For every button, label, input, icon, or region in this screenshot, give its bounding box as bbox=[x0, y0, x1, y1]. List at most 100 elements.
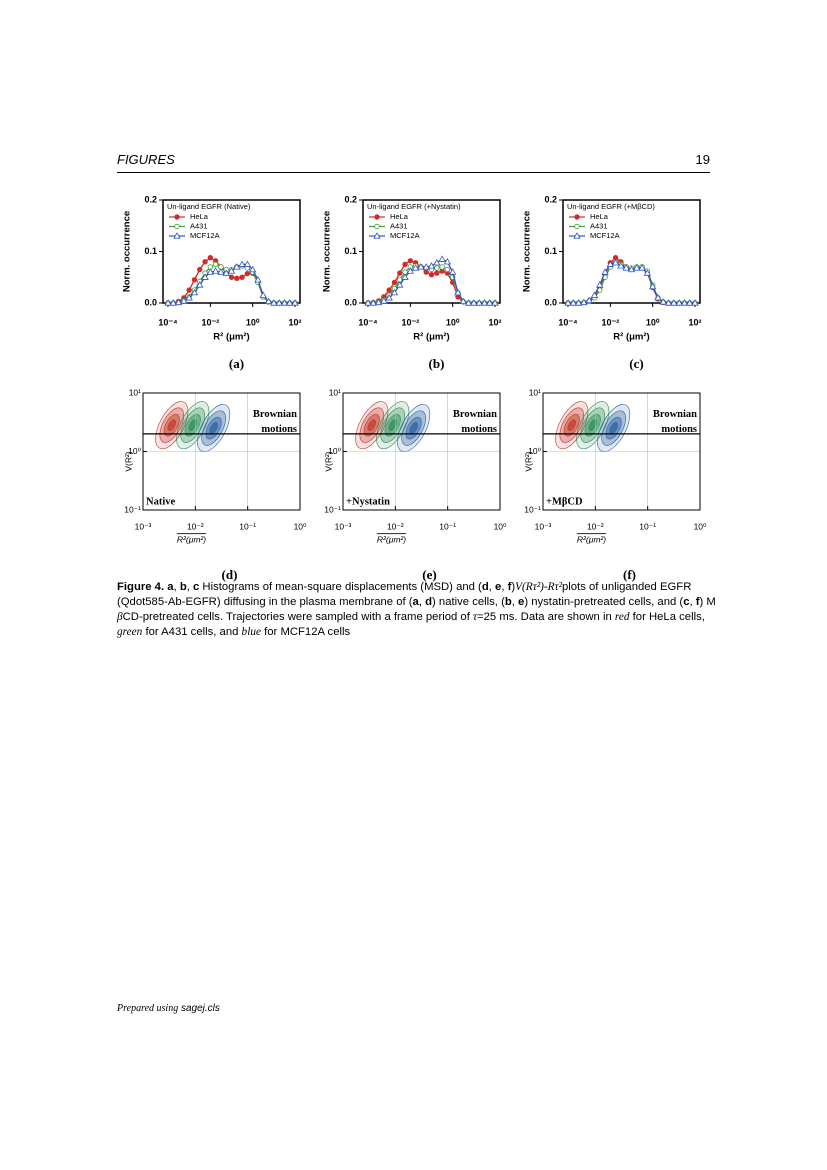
data-marker bbox=[174, 223, 180, 230]
caption-text: c bbox=[193, 581, 200, 593]
legend-title: Un-ligand EGFR (Native) bbox=[167, 202, 251, 211]
y-tick-label: 0.2 bbox=[544, 194, 557, 204]
footer-file: sagej.cls bbox=[180, 1003, 220, 1014]
data-marker bbox=[196, 281, 204, 288]
data-marker bbox=[573, 232, 581, 239]
plot-frame bbox=[142, 392, 301, 511]
y-tick-label: 10⁰ bbox=[128, 446, 141, 456]
caption-text: f bbox=[695, 596, 700, 608]
data-marker bbox=[373, 232, 381, 239]
data-marker bbox=[459, 297, 467, 305]
data-marker bbox=[185, 294, 193, 301]
data-marker bbox=[385, 294, 393, 301]
data-marker bbox=[680, 299, 689, 306]
data-marker bbox=[470, 299, 478, 306]
data-marker bbox=[191, 277, 198, 283]
x-axis-label: R² (μm²) bbox=[413, 332, 449, 343]
y-tick-label: 0.0 bbox=[144, 297, 157, 307]
x-tick-label: 10⁰ bbox=[246, 317, 260, 327]
data-marker bbox=[174, 214, 180, 220]
data-marker bbox=[173, 232, 181, 239]
x-tick-label: 10⁻³ bbox=[335, 521, 352, 531]
footer-text: Prepared using bbox=[117, 1003, 179, 1014]
x-tick-label: 10⁻² bbox=[401, 317, 419, 327]
condition-label: +Nystatin bbox=[346, 496, 390, 507]
x-tick-label: 10⁰ bbox=[646, 317, 660, 327]
data-marker bbox=[433, 259, 441, 266]
caption-text: e bbox=[495, 581, 502, 593]
y-axis-label: Norm. occurrence bbox=[122, 211, 133, 292]
panel-label: (f) bbox=[623, 567, 636, 582]
data-marker bbox=[454, 288, 462, 296]
data-marker bbox=[190, 288, 199, 296]
caption-text: b bbox=[504, 596, 512, 608]
data-marker bbox=[275, 299, 283, 306]
data-marker bbox=[574, 223, 580, 230]
y-tick-label: 10⁰ bbox=[328, 446, 341, 456]
data-marker bbox=[422, 263, 430, 270]
density-contours bbox=[355, 401, 431, 453]
data-marker bbox=[427, 262, 436, 269]
x-tick-label: 10⁻⁴ bbox=[358, 317, 377, 327]
data-marker bbox=[601, 268, 609, 275]
data-marker bbox=[280, 299, 289, 306]
density-contours bbox=[555, 401, 631, 453]
data-marker bbox=[264, 297, 273, 305]
data-marker bbox=[564, 299, 572, 306]
y-axis-label: Norm. occurrence bbox=[322, 211, 333, 292]
contour-level bbox=[167, 419, 176, 431]
caption-text: , bbox=[488, 581, 496, 593]
data-marker bbox=[411, 264, 420, 271]
data-marker bbox=[207, 254, 214, 261]
y-tick-label: 0.1 bbox=[544, 246, 557, 256]
y-tick-label: 10⁻¹ bbox=[324, 504, 341, 514]
region-label-line: Brownian bbox=[653, 409, 697, 420]
legend-label: MCF12A bbox=[390, 231, 420, 240]
legend-label: MCF12A bbox=[590, 231, 620, 240]
data-marker bbox=[206, 268, 215, 275]
y-axis-label: V(R²) bbox=[123, 451, 133, 471]
data-marker bbox=[186, 287, 192, 293]
legend-label: HeLa bbox=[390, 212, 409, 221]
caption-text: ) native cells, ( bbox=[432, 596, 505, 608]
y-axis-label: V(R²) bbox=[523, 451, 533, 471]
caption-text: τ bbox=[473, 611, 478, 623]
data-marker bbox=[691, 299, 699, 306]
plot-frame bbox=[362, 199, 501, 304]
data-marker bbox=[611, 259, 620, 266]
data-marker bbox=[254, 276, 262, 283]
data-marker bbox=[244, 270, 251, 277]
data-marker bbox=[643, 269, 652, 276]
legend-label: HeLa bbox=[590, 212, 609, 221]
caption-text: , bbox=[689, 596, 696, 608]
x-tick-label: 10⁻² bbox=[187, 521, 204, 531]
y-tick-label: 10¹ bbox=[329, 387, 341, 397]
data-marker bbox=[386, 287, 392, 293]
caption-text: blue bbox=[241, 626, 261, 638]
data-marker bbox=[686, 299, 694, 306]
data-marker bbox=[174, 298, 183, 306]
data-marker bbox=[217, 268, 225, 275]
data-marker bbox=[390, 288, 399, 296]
data-marker bbox=[434, 265, 440, 271]
data-marker bbox=[654, 294, 662, 301]
data-marker bbox=[480, 299, 489, 306]
x-tick-label: 10⁰ bbox=[446, 317, 460, 327]
caption-text: ) bbox=[511, 581, 516, 593]
plot-frame bbox=[162, 199, 301, 304]
caption-text: CD-pretreated cells. Trajectories were s… bbox=[122, 611, 473, 623]
data-marker bbox=[627, 265, 636, 273]
caption-text: f bbox=[507, 581, 512, 593]
y-tick-label: 0.2 bbox=[344, 194, 357, 204]
y-axis-label: Norm. occurrence bbox=[522, 211, 533, 292]
x-tick-label: 10⁰ bbox=[694, 521, 707, 531]
data-marker bbox=[374, 298, 383, 306]
x-tick-label: 10⁻³ bbox=[135, 521, 152, 531]
data-marker bbox=[397, 270, 403, 276]
data-marker bbox=[286, 299, 294, 306]
data-marker bbox=[202, 259, 208, 265]
caption-text: Figure 4. bbox=[117, 581, 165, 593]
data-marker bbox=[417, 263, 425, 270]
